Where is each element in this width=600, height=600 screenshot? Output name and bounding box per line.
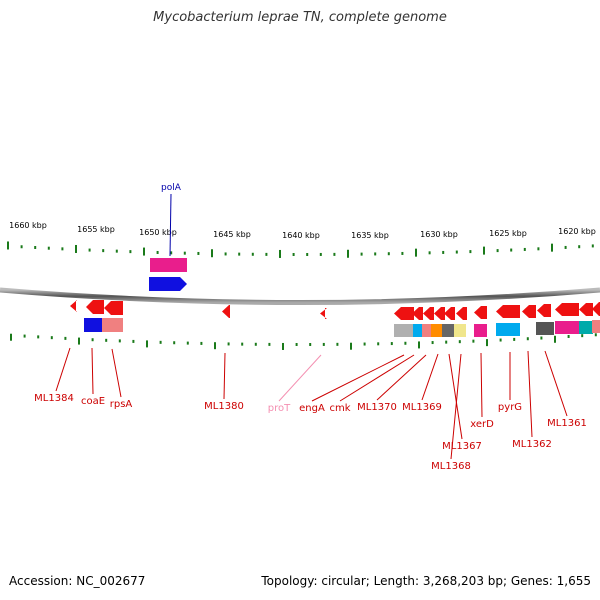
map-title: Mycobacterium leprae TN, complete genome <box>153 10 447 25</box>
gene-label-bottom: cmk <box>329 403 350 414</box>
label-leader <box>91 347 94 395</box>
genome-backbone <box>0 287 600 305</box>
label-leaders <box>55 193 568 460</box>
label-leader <box>421 353 439 401</box>
gene-arrow[interactable] <box>86 300 104 314</box>
gene-labels: polA ML1384 coaE rpsA ML1380 proT engA cmk ML137… <box>34 183 587 472</box>
gene-label-bottom: ML1362 <box>512 439 552 450</box>
gene-feature-box[interactable] <box>150 258 187 272</box>
gene-arrow[interactable] <box>522 305 536 318</box>
gene-feature-box[interactable] <box>555 321 579 334</box>
footer-accession: Accession: NC_002677 <box>9 574 146 588</box>
kbp-label: 1640 kbp <box>282 231 320 240</box>
label-leader <box>278 354 322 402</box>
label-leader <box>480 352 483 418</box>
gene-label-bottom: ML1367 <box>442 441 482 452</box>
gene-arrow[interactable] <box>555 303 579 316</box>
label-leader <box>223 352 226 400</box>
gene-arrow[interactable] <box>456 307 467 320</box>
label-leader <box>544 350 568 417</box>
label-leader <box>339 354 415 402</box>
label-leader <box>448 353 463 440</box>
gene-feature-box[interactable] <box>422 324 431 337</box>
gene-arrow[interactable] <box>423 307 434 320</box>
gene-arrow[interactable] <box>104 301 123 315</box>
gene-label-bottom: proT <box>268 403 291 414</box>
kbp-label: 1655 kbp <box>77 225 115 234</box>
gene-arrow[interactable] <box>394 307 414 320</box>
gene-arrow[interactable] <box>412 307 423 320</box>
label-leader <box>311 354 405 402</box>
gene-label-bottom: ML1369 <box>402 402 442 413</box>
gene-arrow[interactable] <box>434 307 445 320</box>
gene-arrow[interactable] <box>444 307 455 320</box>
gene-arrow[interactable] <box>579 303 593 316</box>
gene-feature-box[interactable] <box>84 318 102 332</box>
kbp-label: 1620 kbp <box>558 227 596 236</box>
gene-label-top: polA <box>161 183 182 193</box>
gene-feature-box[interactable] <box>394 324 413 337</box>
gene-feature-box[interactable] <box>592 320 600 333</box>
gene-label-bottom: ML1368 <box>431 461 471 472</box>
gene-label-bottom: ML1380 <box>204 401 244 412</box>
tick-ruler-bottom <box>10 333 597 350</box>
kbp-label: 1625 kbp <box>489 229 527 238</box>
gene-arrow[interactable] <box>496 305 520 318</box>
gene-feature-box[interactable] <box>442 324 454 337</box>
kbp-labels: 1660 kbp 1655 kbp 1650 kbp 1645 kbp 1640 kbp… <box>9 221 596 240</box>
gene-feature-box[interactable] <box>431 324 442 337</box>
label-leader <box>111 348 122 398</box>
gene-arrow[interactable] <box>537 304 551 317</box>
kbp-label: 1650 kbp <box>139 228 177 237</box>
gene-label-bottom: ML1370 <box>357 402 397 413</box>
gene-label-bottom: ML1384 <box>34 393 74 404</box>
gene-label-bottom: engA <box>299 403 325 414</box>
label-leader <box>169 193 172 257</box>
gene-label-bottom: ML1361 <box>547 418 587 429</box>
gene-label-bottom: pyrG <box>498 402 522 413</box>
kbp-label: 1660 kbp <box>9 221 47 230</box>
gene-feature-box[interactable] <box>454 324 466 337</box>
gene-arrow[interactable] <box>474 306 487 319</box>
label-leader <box>450 353 462 460</box>
label-leader <box>376 354 427 401</box>
gene-label-bottom: coaE <box>81 396 105 407</box>
footer-summary: Topology: circular; Length: 3,268,203 bp… <box>261 574 591 588</box>
gene-feature-box[interactable] <box>536 322 554 335</box>
tick-ruler-top <box>7 241 594 258</box>
gene-label-bottom: rpsA <box>110 399 133 410</box>
kbp-label: 1630 kbp <box>420 230 458 239</box>
gene-arrow[interactable] <box>592 302 600 316</box>
label-leader <box>527 350 533 438</box>
gene-arrow[interactable] <box>222 305 230 318</box>
label-leader <box>55 347 71 392</box>
kbp-label: 1635 kbp <box>351 231 389 240</box>
gene-arrow[interactable] <box>70 300 77 312</box>
gene-feature-box[interactable] <box>474 324 487 337</box>
gene-label-bottom: xerD <box>470 419 494 430</box>
gene-arrow[interactable] <box>149 277 187 291</box>
gene-features[interactable] <box>70 258 600 337</box>
gene-feature-box[interactable] <box>413 324 422 337</box>
gene-arrow[interactable] <box>320 308 327 319</box>
gene-feature-box[interactable] <box>102 318 123 332</box>
gene-feature-box[interactable] <box>579 321 593 334</box>
gene-feature-box[interactable] <box>496 323 520 336</box>
kbp-label: 1645 kbp <box>213 230 251 239</box>
